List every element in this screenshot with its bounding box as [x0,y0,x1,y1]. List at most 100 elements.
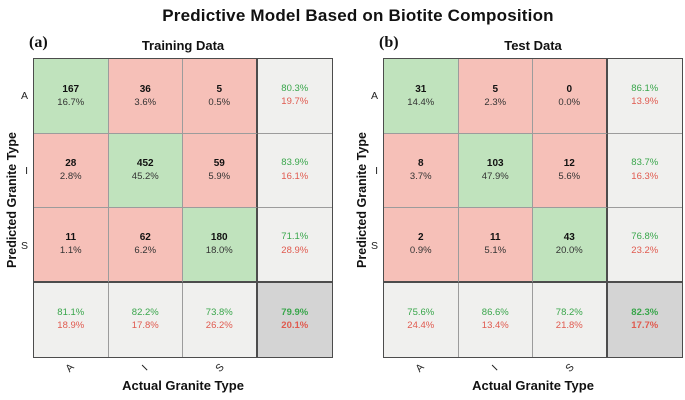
cell-count: 5 [492,83,499,95]
matrix-cell: 452 45.2% [108,133,183,208]
overall-accuracy-pos: 82.3% [631,306,659,318]
x-tick-A: A [63,361,77,375]
cell-count: 167 [62,83,80,95]
cell-percent: 3.6% [134,96,157,108]
x-tick-A: A [413,361,427,375]
cell-count: 0 [566,83,573,95]
row-recall-pos: 80.3% [281,82,309,94]
row-recall-neg: 23.2% [631,244,659,256]
y-tick-S: S [20,240,28,252]
matrix-cell: 5 0.5% [183,59,258,134]
cell-percent: 14.4% [407,96,435,108]
cell-count: 28 [65,158,77,170]
x-axis-label: Actual Granite Type [472,378,594,393]
col-precision-neg: 13.4% [481,320,509,332]
col-precision-pos: 86.6% [481,306,509,318]
row-summary-cell: 80.3% 19.7% [257,59,332,134]
matrix-cell: 5 2.3% [458,59,533,134]
cell-percent: 45.2% [131,171,159,183]
panel-label-b: (b) [379,34,399,51]
cell-percent: 6.2% [134,245,157,257]
cell-count: 11 [489,232,501,244]
y-tick-S: S [370,240,378,252]
matrix-cell: 28 2.8% [34,133,109,208]
row-summary-cell: 76.8% 23.2% [607,208,682,283]
overall-accuracy-cell: 82.3% 17.7% [607,282,682,357]
row-recall-neg: 13.9% [631,96,659,108]
cell-count: 452 [136,158,154,170]
row-recall-pos: 83.9% [281,157,309,169]
x-tick-S: S [213,361,227,375]
matrix-cell: 167 16.7% [34,59,109,134]
cell-count: 31 [415,83,427,95]
row-recall-neg: 16.3% [631,170,659,182]
row-summary-cell: 83.7% 16.3% [607,133,682,208]
row-recall-neg: 19.7% [281,96,309,108]
cell-percent: 5.6% [558,171,581,183]
matrix-cell: 8 3.7% [384,133,459,208]
cell-percent: 2.3% [484,96,507,108]
cell-count: 11 [65,232,77,244]
row-recall-pos: 71.1% [281,231,309,243]
cell-percent: 2.8% [59,171,82,183]
cell-count: 43 [563,232,575,244]
figure-title: Predictive Model Based on Biotite Compos… [162,6,554,25]
x-tick-I: I [139,362,151,374]
cell-count: 59 [213,158,225,170]
x-tick-S: S [563,361,577,375]
row-recall-pos: 76.8% [631,231,659,243]
y-tick-I: I [25,165,28,177]
cell-count: 180 [210,232,228,244]
cell-count: 103 [486,158,504,170]
col-precision-pos: 75.6% [407,306,435,318]
panel-title-training: Training Data [141,38,225,53]
col-precision-neg: 17.8% [131,320,159,332]
y-tick-I: I [375,165,378,177]
matrix-cell: 31 14.4% [384,59,459,134]
col-summary-cell: 73.8% 26.2% [183,282,258,357]
cell-count: 5 [216,83,223,95]
col-summary-cell: 86.6% 13.4% [458,282,533,357]
row-recall-neg: 28.9% [281,244,309,256]
matrix-cell: 43 20.0% [533,208,608,283]
col-precision-neg: 21.8% [555,320,583,332]
panel-label-a: (a) [29,34,48,51]
overall-accuracy-cell: 79.9% 20.1% [257,282,332,357]
matrix-cell: 180 18.0% [183,208,258,283]
x-tick-I: I [489,362,501,374]
panel-title-test: Test Data [504,38,562,53]
col-summary-cell: 78.2% 21.8% [533,282,608,357]
matrix-cell: 59 5.9% [183,133,258,208]
cell-percent: 3.7% [409,171,432,183]
cell-count: 2 [417,232,424,244]
row-summary-cell: 71.1% 28.9% [257,208,332,283]
cell-percent: 0.9% [409,245,432,257]
cell-percent: 0.5% [208,96,231,108]
x-axis-label: Actual Granite Type [122,378,244,393]
col-summary-cell: 82.2% 17.8% [108,282,183,357]
y-tick-A: A [20,90,28,102]
cell-percent: 0.0% [558,96,581,108]
row-recall-pos: 86.1% [631,82,659,94]
cell-count: 62 [139,232,151,244]
confusion-matrix-test: 31 14.4% 5 2.3% 0 0.0% 86.1% 13.9% 8 3.7% 103… [383,58,683,358]
matrix-cell: 11 5.1% [458,208,533,283]
row-summary-cell: 86.1% 13.9% [607,59,682,134]
col-precision-pos: 78.2% [555,306,583,318]
panel-training: (a) Training Data Predicted Granite Type… [5,34,333,393]
matrix-cell: 11 1.1% [34,208,109,283]
cell-percent: 18.0% [205,245,233,257]
confusion-matrix-training: 167 16.7% 36 3.6% 5 0.5% 80.3% 19.7% 28 2.8% … [33,58,333,358]
col-precision-neg: 18.9% [57,320,85,332]
col-precision-neg: 24.4% [407,320,435,332]
col-summary-cell: 81.1% 18.9% [34,282,109,357]
cell-count: 36 [139,83,151,95]
panel-test: (b) Test Data Predicted Granite Type A I… [350,0,685,400]
matrix-cell: 12 5.6% [533,133,608,208]
cell-percent: 5.1% [484,245,507,257]
y-tick-A: A [370,90,378,102]
cell-percent: 20.0% [555,245,583,257]
matrix-cell: 62 6.2% [108,208,183,283]
row-recall-pos: 83.7% [631,157,659,169]
overall-accuracy-neg: 17.7% [631,320,659,332]
